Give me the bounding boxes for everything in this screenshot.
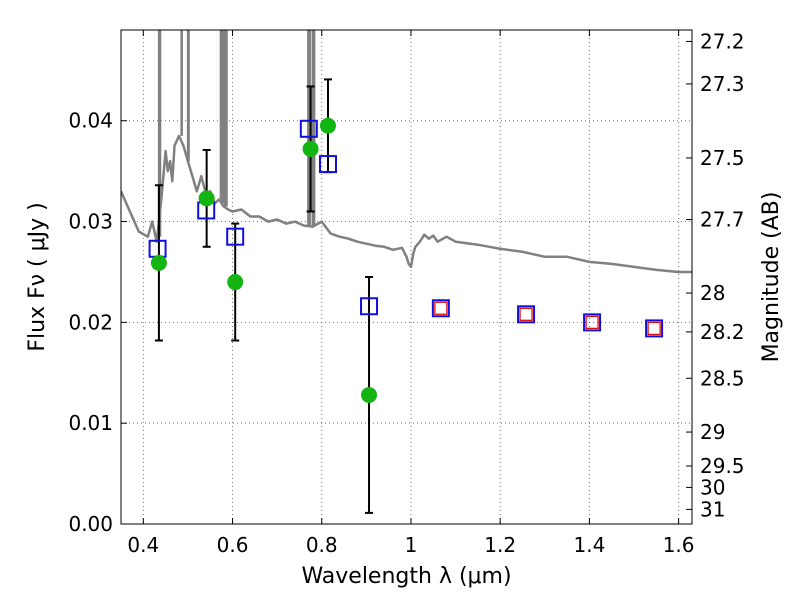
mag-tick-label: 27.5: [700, 146, 745, 170]
model-square: [299, 119, 318, 138]
model-square: [318, 155, 337, 174]
mag-tick-label: 28.5: [700, 366, 745, 390]
mag-tick-label: 28: [700, 281, 725, 305]
x-tick-label: 0.6: [217, 533, 249, 557]
y-tick-label: 0.03: [68, 210, 113, 234]
spectrum-line: [121, 134, 692, 274]
x-tick-label: 1.4: [573, 533, 605, 557]
x-tick-label: 1: [405, 533, 418, 557]
y-tick-label: 0.02: [68, 310, 113, 334]
mag-tick-label: 27.2: [700, 29, 745, 53]
observed-point: [319, 117, 336, 134]
mag-tick-label: 30: [700, 475, 725, 499]
model-square-inner: [519, 307, 533, 321]
model-square: [226, 227, 245, 246]
observed-point: [198, 190, 215, 207]
x-tick-label: 0.4: [127, 533, 159, 557]
mag-tick-label: 27.3: [700, 72, 745, 96]
plot-area: [121, 30, 692, 514]
mag-tick-label: 27.7: [700, 208, 745, 232]
model-square: [583, 313, 602, 332]
grid-lines: [121, 30, 692, 525]
x-tick-label: 0.8: [306, 533, 338, 557]
model-square: [645, 319, 664, 338]
y-tick-label: 0.00: [68, 512, 113, 536]
model-square-inner: [647, 321, 661, 336]
axis-ticks: 0.4 0.6 0.8 1 1.2 1.4 1.6 0.00 0.01 0.02 0.03 0.04 2…: [68, 29, 744, 557]
x-axis-label: Wavelength λ (μm): [301, 564, 511, 589]
observed-point: [227, 274, 244, 291]
model-square: [148, 239, 167, 258]
observed-point: [361, 386, 378, 403]
model-square-inner: [585, 315, 599, 330]
mag-tick-label: 29: [700, 420, 725, 444]
mag-tick-label: 28.2: [700, 320, 745, 344]
model-square: [517, 305, 536, 324]
model-square: [431, 299, 450, 318]
y-axis-label: Flux Fν ( μJy ): [25, 202, 50, 351]
y-tick-label: 0.01: [68, 411, 113, 435]
plot-frame: [120, 29, 693, 525]
model-square-inner: [434, 301, 448, 315]
mag-tick-label: 31: [700, 497, 725, 521]
observed-point: [150, 254, 167, 271]
x-tick-label: 1.6: [663, 533, 695, 557]
model-square: [360, 297, 379, 316]
x-tick-label: 1.2: [484, 533, 516, 557]
y-tick-label: 0.04: [68, 109, 113, 133]
mag-tick-label: 29.5: [700, 454, 745, 478]
observed-point: [302, 140, 319, 157]
y-axis-right-label: Magnitude (AB): [759, 192, 784, 363]
